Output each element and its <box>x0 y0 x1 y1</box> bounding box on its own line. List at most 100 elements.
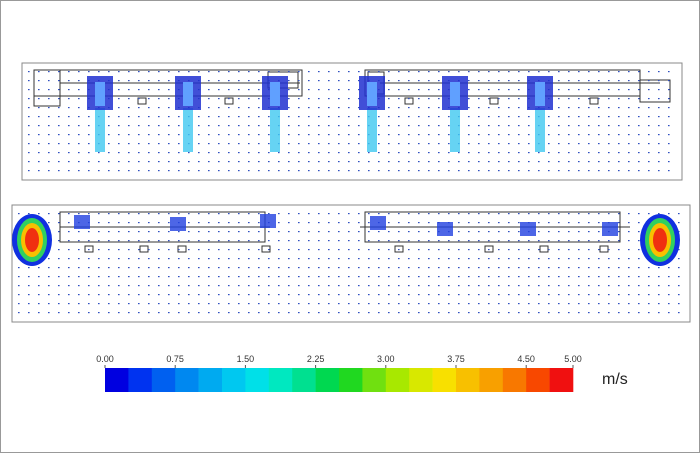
vector <box>218 285 220 287</box>
vector <box>238 98 240 100</box>
vector <box>128 285 130 287</box>
vector <box>638 80 640 82</box>
vector <box>288 240 290 242</box>
jet <box>270 108 280 152</box>
vector <box>648 125 650 127</box>
vector <box>88 213 90 215</box>
vector <box>578 231 580 233</box>
vector <box>488 267 490 269</box>
vector <box>218 249 220 251</box>
vector <box>388 134 390 136</box>
vector <box>598 143 600 145</box>
vector <box>208 276 210 278</box>
vector <box>588 134 590 136</box>
vector <box>668 71 670 73</box>
vector <box>128 107 130 109</box>
vector <box>608 89 610 91</box>
vector <box>568 285 570 287</box>
vector <box>628 294 630 296</box>
vector <box>78 71 80 73</box>
vector <box>528 249 530 251</box>
vector <box>448 170 450 172</box>
vector <box>568 107 570 109</box>
vector <box>218 134 220 136</box>
vector <box>658 294 660 296</box>
vector <box>218 258 220 260</box>
vector <box>138 267 140 269</box>
vector <box>478 240 480 242</box>
vector <box>288 267 290 269</box>
vector <box>598 98 600 100</box>
vector <box>218 98 220 100</box>
vector <box>518 98 520 100</box>
blob <box>25 228 39 252</box>
vector <box>88 71 90 73</box>
vector <box>528 161 530 163</box>
vector <box>448 285 450 287</box>
vector <box>438 116 440 118</box>
vector <box>48 143 50 145</box>
vector <box>238 213 240 215</box>
vector <box>538 312 540 314</box>
vector <box>58 170 60 172</box>
vector <box>28 276 30 278</box>
vector <box>298 71 300 73</box>
vector <box>538 249 540 251</box>
vector <box>468 285 470 287</box>
vector <box>98 240 100 242</box>
vector <box>668 170 670 172</box>
vector <box>518 312 520 314</box>
vector <box>108 143 110 145</box>
vector <box>428 125 430 127</box>
vector <box>608 134 610 136</box>
vector <box>468 294 470 296</box>
vector <box>458 240 460 242</box>
vector <box>548 213 550 215</box>
vector <box>558 312 560 314</box>
vector <box>38 312 40 314</box>
vector <box>538 231 540 233</box>
vector <box>468 80 470 82</box>
vector <box>558 71 560 73</box>
vector <box>418 312 420 314</box>
vector <box>628 116 630 118</box>
vector <box>318 267 320 269</box>
vector <box>578 267 580 269</box>
color-swatch <box>315 368 340 392</box>
vector <box>78 143 80 145</box>
vector <box>308 258 310 260</box>
vector <box>198 285 200 287</box>
vector <box>528 276 530 278</box>
vector <box>198 231 200 233</box>
vector <box>438 134 440 136</box>
vector <box>278 152 280 154</box>
vector <box>398 170 400 172</box>
vector <box>358 249 360 251</box>
vector <box>198 258 200 260</box>
vector <box>358 312 360 314</box>
vector <box>388 240 390 242</box>
vector <box>58 152 60 154</box>
vector <box>268 152 270 154</box>
vector <box>228 267 230 269</box>
vector <box>58 222 60 224</box>
vector <box>118 152 120 154</box>
vector <box>498 285 500 287</box>
vector <box>488 116 490 118</box>
vector <box>568 294 570 296</box>
vector <box>188 231 190 233</box>
vector <box>228 294 230 296</box>
vector <box>498 71 500 73</box>
vector <box>118 134 120 136</box>
vector <box>558 258 560 260</box>
vector <box>558 285 560 287</box>
vector <box>218 267 220 269</box>
vector <box>168 134 170 136</box>
vector <box>568 258 570 260</box>
vector <box>648 267 650 269</box>
vector <box>188 240 190 242</box>
vector <box>258 258 260 260</box>
vector <box>548 143 550 145</box>
vector <box>448 294 450 296</box>
vector <box>658 143 660 145</box>
